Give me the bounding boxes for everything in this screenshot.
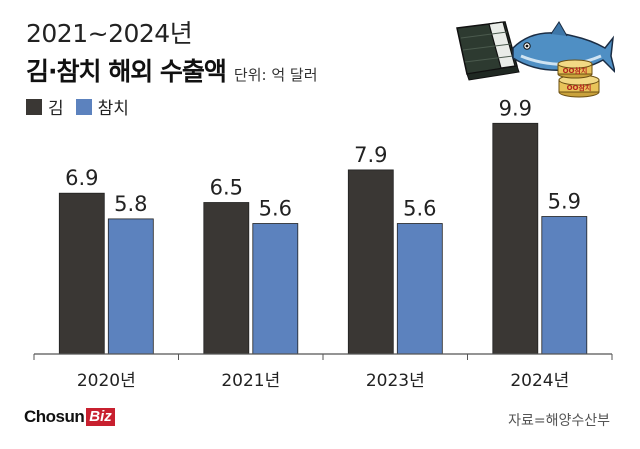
legend: 김 참치 (26, 94, 141, 119)
legend-item-gim: 김 (26, 94, 64, 119)
x-tick-label-2: 2023년 (366, 371, 425, 391)
bar-gim-3 (492, 122, 539, 355)
title-row: 김·참치 해외 수출액 단위: 억 달러 (26, 52, 318, 88)
chart-subtitle: 2021~2024년 (26, 19, 193, 48)
data-label-tuna-2: 5.6 (403, 197, 436, 221)
legend-label-gim: 김 (48, 99, 64, 119)
bars-layer: 6.9 5.8 6.5 5.6 7.9 5.6 9.9 5.9 (58, 96, 588, 355)
illustration: OO참치 OO참치 (456, 21, 615, 98)
bar-tuna-3 (541, 216, 588, 355)
legend-item-tuna: 참치 (75, 94, 129, 119)
data-label-gim-0: 6.9 (65, 166, 98, 190)
bar-gim-1 (203, 202, 250, 355)
x-tick-label-0: 2020년 (77, 371, 136, 391)
data-label-tuna-3: 5.9 (548, 190, 581, 214)
legend-label-tuna: 참치 (97, 99, 129, 119)
x-tick-label-1: 2021년 (221, 371, 280, 391)
source-note: 자료=해양수산부 (508, 413, 610, 429)
data-label-tuna-0: 5.8 (114, 192, 147, 216)
bar-gim-2 (347, 169, 394, 355)
data-label-gim-1: 6.5 (210, 176, 243, 200)
bar-tuna-2 (396, 223, 443, 355)
logo-accent: Biz (86, 408, 115, 426)
seaweed-pack-icon (456, 21, 520, 81)
x-axis-ticks: 2020년 2021년 2023년 2024년 (33, 354, 613, 391)
data-label-tuna-1: 5.6 (259, 197, 292, 221)
chart-title: 김·참치 해외 수출액 (26, 57, 227, 86)
legend-swatch-tuna (75, 98, 92, 115)
data-label-gim-2: 7.9 (354, 143, 387, 167)
bar-tuna-1 (252, 223, 299, 355)
can-label-1: OO참치 (563, 66, 588, 75)
unit-label: 단위: 억 달러 (233, 66, 318, 84)
logo-main: Chosun (24, 407, 85, 426)
data-label-gim-3: 9.9 (499, 96, 532, 120)
legend-swatch-gim (26, 98, 42, 115)
bar-gim-0 (58, 192, 105, 355)
x-tick-label-3: 2024년 (510, 371, 569, 391)
brand-logo: Chosun Biz (24, 407, 115, 427)
can-label-2: OO참치 (567, 83, 592, 92)
tuna-can-icon: OO참치 OO참치 (557, 59, 600, 98)
bar-tuna-0 (107, 218, 154, 355)
